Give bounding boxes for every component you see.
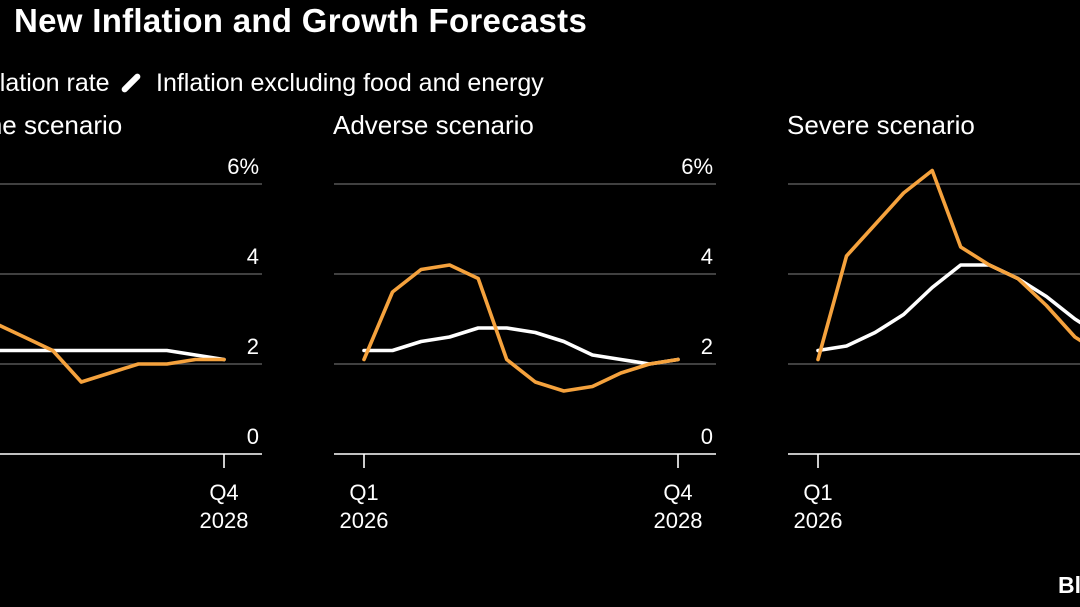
x-tick-label-adverse-end-quarter: Q4 [663, 480, 692, 505]
series-line-severe-headline [816, 168, 1080, 362]
y-tick-label-adverse-2: 2 [701, 334, 713, 359]
y-tick-label-adverse-0: 0 [701, 424, 713, 449]
series-line-adverse-headline [362, 263, 680, 393]
legend-label-headline: Inflation rate [0, 68, 110, 97]
legend-item-core: Inflation excluding food and energy [120, 66, 544, 100]
x-tick-label-severe-start-year: 2026 [794, 508, 843, 533]
series-line-adverse-core [362, 326, 680, 366]
panel-title-adverse: Adverse scenario [333, 110, 534, 140]
panel-title-baseline: Baseline scenario [0, 110, 123, 140]
series-line-baseline-headline [0, 323, 226, 384]
y-tick-label-baseline-2: 2 [247, 334, 259, 359]
x-tick-label-adverse-start-year: 2026 [340, 508, 389, 533]
panel-title-severe: Severe scenario [787, 110, 975, 140]
x-tick-label-baseline-end-quarter: Q4 [209, 480, 238, 505]
y-tick-label-adverse-4: 4 [701, 244, 713, 269]
legend-label-core: Inflation excluding food and energy [156, 68, 544, 97]
source-label: Bloomberg [1058, 572, 1080, 598]
chart-title: New Inflation and Growth Forecasts [14, 2, 588, 39]
series-line-baseline-core [0, 348, 226, 362]
y-tick-label-baseline-6: 6% [227, 154, 259, 179]
y-tick-label-baseline-4: 4 [247, 244, 259, 269]
x-tick-label-adverse-end-year: 2028 [654, 508, 703, 533]
x-tick-label-baseline-end-year: 2028 [200, 508, 249, 533]
series-line-severe-core [816, 263, 1080, 353]
y-tick-label-baseline-0: 0 [247, 424, 259, 449]
x-tick-label-adverse-start-quarter: Q1 [349, 480, 378, 505]
x-tick-label-severe-start-quarter: Q1 [803, 480, 832, 505]
y-tick-label-adverse-6: 6% [681, 154, 713, 179]
legend-item-headline: Inflation rate [0, 66, 110, 100]
